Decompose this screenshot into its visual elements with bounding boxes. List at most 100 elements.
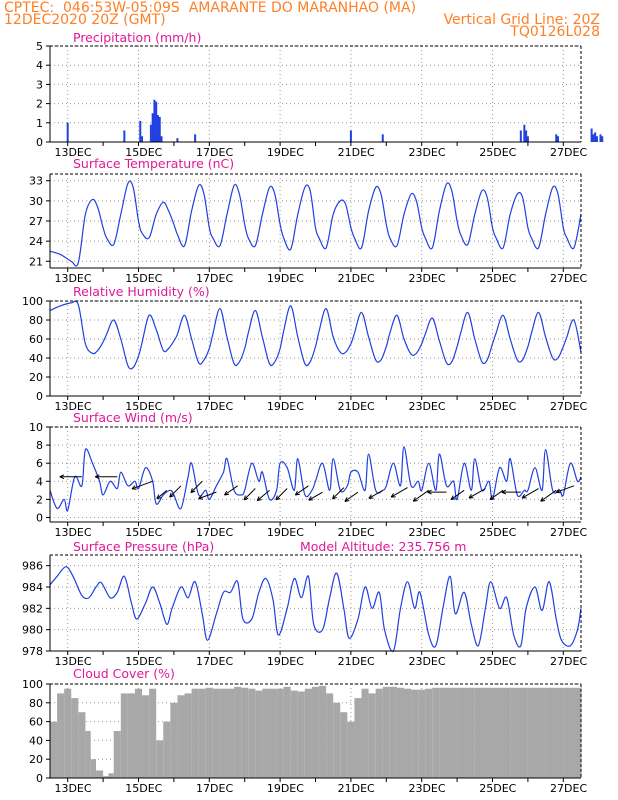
cloud-bar bbox=[276, 688, 284, 778]
cloud-bar bbox=[184, 693, 192, 778]
header-line3-right: TQ0126L028 bbox=[510, 24, 600, 40]
precip-bar bbox=[349, 130, 352, 142]
cloud-bar bbox=[439, 687, 458, 778]
header-line1-left: CPTEC: 046:53W-05:09S AMARANTE DO MARANH… bbox=[4, 0, 417, 16]
x-tick-label: 17DEC bbox=[196, 146, 233, 159]
x-tick-label: 27DEC bbox=[550, 400, 587, 413]
y-tick-label: 986 bbox=[22, 560, 43, 573]
y-tick-label: 0 bbox=[36, 772, 43, 785]
precip-bar bbox=[556, 136, 559, 142]
y-tick-label: 4 bbox=[36, 475, 43, 488]
x-tick-label: 21DEC bbox=[338, 146, 375, 159]
panel-title: Surface Temperature (nC) bbox=[73, 156, 234, 171]
cloud-bar bbox=[581, 686, 582, 778]
wind-arrow bbox=[555, 485, 575, 494]
precip-bar bbox=[139, 120, 142, 142]
wind-arrow bbox=[190, 480, 203, 494]
precip-bar bbox=[523, 124, 526, 142]
x-tick-label: 25DEC bbox=[479, 400, 516, 413]
x-tick-label: 15DEC bbox=[125, 655, 162, 668]
wind-arrow bbox=[275, 488, 288, 501]
x-tick-label: 25DEC bbox=[479, 146, 516, 159]
x-tick-label: 17DEC bbox=[196, 655, 233, 668]
wind-arrow bbox=[95, 474, 118, 480]
precip-bar bbox=[590, 128, 593, 142]
series-line bbox=[49, 566, 582, 653]
panel-title: Relative Humidity (%) bbox=[73, 284, 210, 299]
cloud-bar bbox=[177, 695, 185, 778]
cloud-bar bbox=[108, 773, 114, 778]
y-tick-label: 80 bbox=[29, 314, 43, 327]
series-line bbox=[49, 446, 582, 512]
cloud-bar bbox=[262, 688, 270, 778]
series-line bbox=[49, 180, 582, 267]
y-tick-label: 20 bbox=[29, 371, 43, 384]
cloud-bar bbox=[563, 687, 581, 778]
cloud-bar bbox=[149, 688, 157, 778]
cloud-bar bbox=[404, 688, 412, 778]
panel-title: Precipitation (mm/h) bbox=[73, 30, 201, 45]
cloud-bar bbox=[340, 712, 348, 778]
cloud-bar bbox=[492, 687, 511, 778]
cloud-bar bbox=[290, 690, 298, 778]
header-line2-right: Vertical Grid Line: 20Z bbox=[443, 12, 600, 28]
y-tick-label: 33 bbox=[29, 175, 43, 188]
y-tick-label: 0 bbox=[36, 390, 43, 403]
cloud-bar bbox=[71, 698, 79, 778]
x-tick-label: 19DEC bbox=[267, 400, 304, 413]
wind-arrow bbox=[224, 485, 238, 496]
precip-bar bbox=[176, 138, 179, 142]
y-tick-label: 5 bbox=[36, 40, 43, 53]
precip-bar bbox=[592, 134, 595, 142]
x-tick-label: 19DEC bbox=[267, 782, 304, 795]
y-tick-label: 100 bbox=[22, 295, 43, 308]
cloud-bar bbox=[396, 687, 404, 778]
x-tick-label: 25DEC bbox=[479, 526, 516, 539]
cloud-bar bbox=[354, 698, 362, 778]
cloud-bar bbox=[474, 687, 493, 778]
x-tick-label: 21DEC bbox=[338, 400, 375, 413]
cloud-bar bbox=[156, 740, 164, 778]
x-tick-label: 27DEC bbox=[550, 272, 587, 285]
x-tick-label: 23DEC bbox=[408, 400, 445, 413]
cloud-bar bbox=[142, 695, 150, 778]
cloud-bar bbox=[382, 686, 390, 778]
y-tick-label: 8 bbox=[36, 439, 43, 452]
precip-bar bbox=[155, 101, 158, 142]
cloud-bar bbox=[134, 688, 143, 778]
cloud-bar bbox=[545, 687, 564, 778]
cloud-bar bbox=[255, 690, 263, 778]
precip-bar bbox=[525, 130, 528, 142]
wind-arrow bbox=[59, 474, 82, 480]
cloud-bar bbox=[198, 688, 206, 778]
cloud-bar bbox=[304, 688, 312, 778]
x-tick-label: 15DEC bbox=[125, 526, 162, 539]
y-tick-label: 10 bbox=[29, 421, 43, 434]
x-tick-label: 17DEC bbox=[196, 526, 233, 539]
x-tick-label: 19DEC bbox=[267, 526, 304, 539]
wind-arrow bbox=[521, 488, 539, 499]
wind-arrow bbox=[308, 491, 323, 501]
cloud-bar bbox=[163, 721, 171, 778]
cloud-bar bbox=[205, 687, 213, 778]
x-tick-label: 13DEC bbox=[54, 146, 91, 159]
wind-arrow bbox=[540, 489, 557, 502]
x-tick-label: 17DEC bbox=[196, 782, 233, 795]
cloud-bar bbox=[234, 686, 242, 778]
wind-arrow bbox=[256, 489, 270, 502]
x-tick-label: 27DEC bbox=[550, 655, 587, 668]
x-tick-label: 21DEC bbox=[338, 782, 375, 795]
cloud-bar bbox=[411, 689, 419, 778]
cloud-bar bbox=[269, 688, 277, 778]
cloud-bar bbox=[191, 688, 199, 778]
y-tick-label: 100 bbox=[22, 678, 43, 691]
cloud-bar bbox=[85, 731, 91, 778]
x-tick-label: 23DEC bbox=[408, 272, 445, 285]
x-tick-label: 23DEC bbox=[408, 526, 445, 539]
panel-3: Relative Humidity (%) 0 20 40 60 80 100 13DEC 15… bbox=[22, 284, 587, 413]
model-altitude-label: Model Altitude: 235.756 m bbox=[300, 539, 466, 554]
y-tick-label: 984 bbox=[22, 581, 43, 594]
precip-bar bbox=[601, 136, 604, 142]
wind-arrow bbox=[427, 489, 447, 495]
